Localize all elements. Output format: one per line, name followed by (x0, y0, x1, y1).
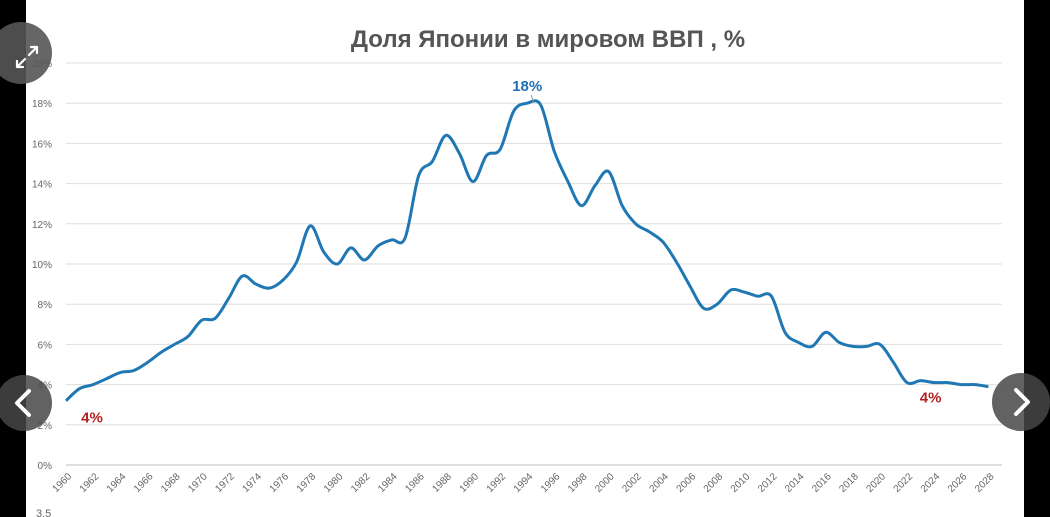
x-tick-label: 1988 (430, 471, 454, 495)
line-chart: Доля Японии в мировом ВВП , % 0% 2% 4% 6% 8%… (32, 26, 1002, 517)
x-tick-label: 1984 (376, 471, 400, 495)
x-tick-label: 1976 (268, 471, 292, 495)
x-tick-label: 1968 (159, 471, 183, 495)
x-tick-label: 2012 (756, 471, 780, 495)
x-tick-label: 2008 (702, 471, 726, 495)
x-tick-label: 2024 (919, 471, 943, 495)
x-tick-label: 2002 (620, 471, 644, 495)
data-label-leader (530, 95, 534, 102)
x-tick-label: 1972 (213, 471, 237, 495)
right-frame-border (1024, 0, 1050, 517)
x-tick-label: 2018 (837, 471, 861, 495)
series-line (64, 99, 989, 402)
y-tick-label: 12% (32, 220, 52, 231)
x-tick-label: 1996 (539, 471, 563, 495)
x-tick-label: 1962 (78, 471, 102, 495)
x-tick-label: 1974 (241, 471, 265, 495)
y-tick-label: 8% (38, 300, 53, 311)
x-tick-label: 1980 (322, 471, 346, 495)
x-tick-label: 2028 (973, 471, 997, 495)
x-tick-label: 2004 (647, 471, 671, 495)
y-tick-label: 14% (32, 180, 52, 191)
below-axis-label: 3.5 (36, 508, 51, 517)
expand-button[interactable] (0, 22, 52, 84)
next-slide-button[interactable] (992, 373, 1050, 431)
x-tick-label: 1960 (51, 471, 75, 495)
y-tick-label: 18% (32, 99, 52, 110)
x-tick-label: 1994 (512, 471, 536, 495)
x-tick-label: 1986 (403, 471, 427, 495)
chart-title: Доля Японии в мировом ВВП , % (351, 26, 745, 53)
x-tick-label: 2006 (675, 471, 699, 495)
x-tick-label: 2000 (593, 471, 617, 495)
expand-arrows-icon (15, 45, 39, 69)
data-label: 4% (920, 390, 942, 407)
y-tick-label: 0% (38, 461, 53, 472)
data-label: 18% (512, 78, 542, 95)
x-tick-label: 1992 (485, 471, 509, 495)
y-tick-label: 16% (32, 139, 52, 150)
x-tick-label: 2016 (810, 471, 834, 495)
x-tick-label: 2022 (892, 471, 916, 495)
x-tick-label: 2014 (783, 471, 807, 495)
y-tick-label: 6% (38, 340, 53, 351)
x-tick-label: 2020 (865, 471, 889, 495)
x-tick-label: 1990 (458, 471, 482, 495)
x-tick-label: 1998 (566, 471, 590, 495)
x-tick-label: 2010 (729, 471, 753, 495)
x-tick-label: 1982 (349, 471, 373, 495)
data-label: 4% (81, 410, 103, 427)
x-tick-label: 1964 (105, 471, 129, 495)
x-tick-label: 1978 (295, 471, 319, 495)
slide: Доля Японии в мировом ВВП , % 0% 2% 4% 6% 8%… (26, 0, 1024, 517)
chevron-right-icon (1014, 388, 1030, 416)
y-tick-label: 2% (38, 421, 53, 432)
y-tick-label: 10% (32, 260, 52, 271)
x-tick-label: 1970 (186, 471, 210, 495)
x-tick-label: 1966 (132, 471, 156, 495)
x-tick-label: 2026 (946, 471, 970, 495)
chevron-left-icon (15, 389, 31, 417)
prev-slide-button[interactable] (0, 375, 52, 431)
